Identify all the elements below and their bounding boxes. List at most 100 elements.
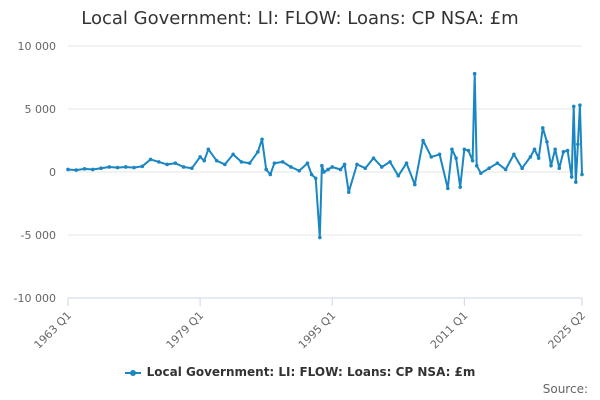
data-point[interactable] [181, 165, 186, 169]
data-point[interactable] [396, 173, 401, 178]
data-point[interactable] [569, 175, 574, 179]
data-point[interactable] [330, 165, 335, 169]
data-point[interactable] [388, 160, 392, 164]
axis-layer [67, 297, 583, 306]
data-point[interactable] [580, 172, 584, 177]
y-tick-label: 5 000 [25, 103, 57, 116]
data-point[interactable] [470, 158, 475, 163]
data-point[interactable] [561, 150, 566, 154]
data-point[interactable] [90, 167, 95, 172]
data-point[interactable] [231, 152, 235, 157]
data-point[interactable] [450, 147, 454, 152]
data-point[interactable] [574, 180, 578, 184]
data-point[interactable] [309, 172, 314, 177]
data-point[interactable] [140, 164, 145, 169]
data-point[interactable] [565, 148, 570, 153]
series-line [67, 72, 583, 239]
data-point[interactable] [239, 160, 244, 164]
data-point[interactable] [532, 147, 537, 152]
data-point[interactable] [421, 138, 425, 143]
data-point[interactable] [289, 165, 293, 169]
data-point[interactable] [206, 147, 211, 152]
data-point[interactable] [379, 165, 384, 169]
data-point[interactable] [322, 170, 326, 174]
data-point[interactable] [99, 166, 103, 171]
data-point[interactable] [540, 126, 545, 130]
data-point[interactable] [157, 160, 161, 164]
data-point[interactable] [466, 148, 471, 153]
data-point[interactable] [479, 171, 483, 176]
data-point[interactable] [190, 166, 194, 171]
data-point[interactable] [503, 167, 508, 172]
data-point[interactable] [371, 156, 376, 160]
data-point[interactable] [268, 172, 273, 177]
data-point[interactable] [247, 161, 252, 165]
data-point[interactable] [264, 167, 268, 172]
data-point[interactable] [165, 162, 169, 167]
data-point[interactable] [326, 167, 330, 172]
data-point[interactable] [549, 163, 553, 168]
legend-series-label: Local Government: LI: FLOW: Loans: CP NS… [146, 365, 476, 379]
data-point[interactable] [487, 166, 491, 171]
x-tick-label: 1995 Q1 [296, 309, 339, 352]
x-tick-label: 1979 Q1 [164, 309, 207, 352]
data-point[interactable] [318, 235, 322, 240]
data-point[interactable] [528, 155, 533, 159]
x-tick-label: 2025 Q2 [546, 309, 589, 352]
data-point[interactable] [512, 152, 516, 157]
data-point[interactable] [66, 167, 70, 172]
label-layer: 10 000 5 000 0 -5 000 -10 000 1963 Q1 1979 Q1 1… [14, 40, 589, 351]
y-tick-label: 0 [49, 166, 56, 179]
data-point[interactable] [520, 166, 524, 171]
x-tick-label: 1963 Q1 [32, 309, 75, 352]
data-point[interactable] [429, 155, 434, 159]
data-point[interactable] [202, 158, 207, 163]
data-point[interactable] [578, 103, 582, 108]
data-point[interactable] [305, 161, 310, 165]
data-point[interactable] [115, 165, 120, 170]
data-point[interactable] [74, 168, 79, 172]
x-tick-label: 2011 Q1 [428, 309, 471, 352]
data-point[interactable] [297, 168, 301, 173]
data-point[interactable] [214, 158, 219, 163]
data-point[interactable] [132, 165, 136, 170]
data-point[interactable] [472, 71, 477, 76]
data-point[interactable] [446, 186, 450, 191]
data-point[interactable] [223, 162, 227, 167]
data-point[interactable] [557, 166, 562, 171]
data-point[interactable] [495, 161, 500, 165]
data-point[interactable] [256, 150, 260, 154]
data-point[interactable] [536, 156, 541, 160]
data-point[interactable] [462, 147, 467, 152]
data-point[interactable] [363, 166, 368, 171]
data-point[interactable] [571, 104, 576, 109]
y-tick-label: -10 000 [14, 292, 56, 305]
data-point[interactable] [437, 152, 442, 157]
data-point[interactable] [107, 165, 112, 169]
data-point[interactable] [458, 185, 463, 189]
y-tick-label: 10 000 [18, 40, 57, 53]
data-point[interactable] [320, 163, 324, 168]
data-point[interactable] [260, 137, 264, 142]
data-point[interactable] [148, 157, 153, 162]
data-point[interactable] [355, 162, 359, 167]
data-point[interactable] [82, 167, 87, 171]
data-point[interactable] [553, 147, 557, 152]
data-point[interactable] [346, 190, 351, 194]
data-point[interactable] [474, 163, 479, 168]
data-point[interactable] [545, 139, 549, 144]
data-point[interactable] [123, 165, 128, 169]
series-layer [66, 71, 584, 240]
data-point[interactable] [338, 167, 343, 172]
data-point[interactable] [576, 142, 580, 147]
data-point[interactable] [280, 160, 285, 164]
data-point[interactable] [313, 176, 318, 181]
data-point[interactable] [454, 156, 458, 160]
data-point[interactable] [272, 161, 277, 165]
legend[interactable]: Local Government: LI: FLOW: Loans: CP NS… [0, 365, 600, 379]
data-point[interactable] [173, 161, 178, 165]
data-point[interactable] [412, 182, 417, 187]
data-point[interactable] [342, 162, 347, 167]
data-point[interactable] [198, 155, 202, 159]
data-point[interactable] [404, 161, 409, 165]
